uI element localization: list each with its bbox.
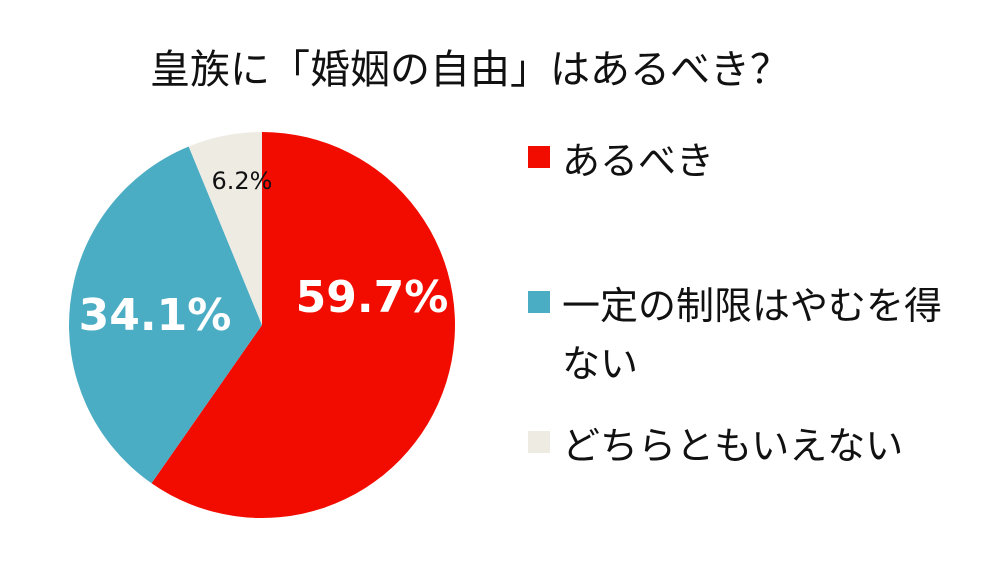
- legend-entry: あるべき: [528, 132, 948, 190]
- legend-label: あるべき: [562, 139, 715, 183]
- data-label: 34.1%: [79, 290, 232, 341]
- legend-label: 一定の制限はやむを得ない: [562, 284, 943, 386]
- data-label: 59.7%: [296, 272, 449, 323]
- chart-title: 皇族に「婚姻の自由」はあるべき？: [150, 47, 790, 93]
- pie-slice: [188, 132, 262, 325]
- legend-label: どちらともいえない: [562, 424, 904, 468]
- pie-slice: [69, 146, 262, 484]
- legend-swatch: [528, 146, 550, 168]
- pie-slice: [151, 132, 456, 518]
- data-label: 6.2%: [212, 167, 273, 195]
- legend-swatch: [528, 431, 550, 453]
- legend-entry: どちらともいえない: [528, 417, 948, 475]
- legend-swatch: [528, 291, 550, 313]
- legend-entry: 一定の制限はやむを得ない: [528, 277, 948, 393]
